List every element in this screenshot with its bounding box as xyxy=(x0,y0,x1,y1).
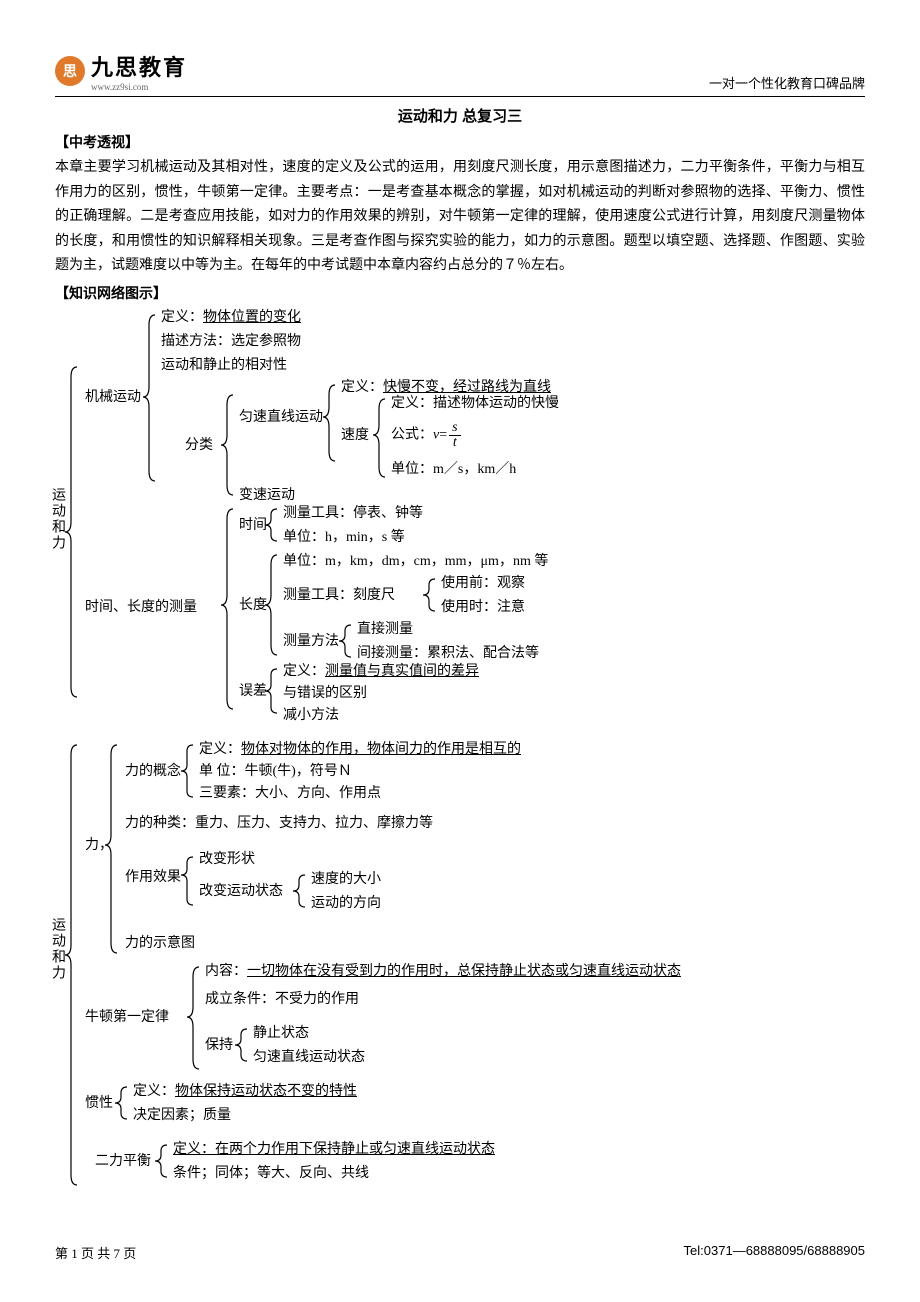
length-label: 长度 xyxy=(239,595,267,616)
mech-rel: 运动和静止的相对性 xyxy=(161,355,287,376)
time-tool: 测量工具：停表、钟等 xyxy=(283,503,423,524)
force-shape: 改变形状 xyxy=(199,849,255,870)
balance: 二力平衡 xyxy=(95,1151,151,1172)
inertia-factor: 决定因素；质量 xyxy=(133,1105,231,1126)
length-direct: 直接测量 xyxy=(357,619,413,640)
time-length: 时间、长度的测量 xyxy=(85,597,197,618)
inertia-def: 定义：物体保持运动状态不变的特性 xyxy=(133,1081,357,1102)
uniform-motion: 匀速直线运动 xyxy=(239,407,323,428)
document-title: 运动和力 总复习三 xyxy=(55,105,865,126)
force-def: 定义：物体对物体的作用，物体间力的作用是相互的 xyxy=(199,739,521,760)
header-tagline: 一对一个性化教育口碑品牌 xyxy=(709,73,865,92)
length-during: 使用时：注意 xyxy=(441,597,525,618)
logo-main: 九思教育 xyxy=(91,50,187,82)
force-dir: 运动的方向 xyxy=(311,893,381,914)
logo-sub: www.zz9si.com xyxy=(91,82,187,92)
speed-formula: 公式：v=st xyxy=(391,421,463,450)
length-unit: 单位：m，km，dm，cm，mm，μm，nm 等 xyxy=(283,551,548,572)
newton-keep: 保持 xyxy=(205,1035,233,1056)
force-speed: 速度的大小 xyxy=(311,869,381,890)
balance-def: 定义：在两个力作用下保持静止或匀速直线运动状态 xyxy=(173,1139,495,1160)
error-reduce: 减小方法 xyxy=(283,705,339,726)
force-effect: 作用效果 xyxy=(125,867,181,888)
section-2-label: 【知识网络图示】 xyxy=(55,283,865,303)
time-label: 时间 xyxy=(239,515,267,536)
force-diagram: 力的示意图 xyxy=(125,933,195,954)
newton-cond: 成立条件：不受力的作用 xyxy=(205,989,359,1010)
logo-text: 九思教育 www.zz9si.com xyxy=(91,50,187,92)
force-3e: 三要素：大小、方向、作用点 xyxy=(199,783,381,804)
balance-cond: 条件；同体；等大、反向、共线 xyxy=(173,1163,369,1184)
newton-content: 内容：一切物体在没有受到力的作用时，总保持静止状态或匀速直线运动状态 xyxy=(205,961,681,982)
force-state: 改变运动状态 xyxy=(199,881,283,902)
classify: 分类 xyxy=(185,435,213,456)
root1-label: 运动和力 xyxy=(47,487,68,551)
page-number: 第 1 页 共 7 页 xyxy=(55,1243,136,1262)
inertia: 惯性 xyxy=(85,1093,113,1114)
newton-uniform: 匀速直线运动状态 xyxy=(253,1047,365,1068)
error-def: 定义：测量值与真实值间的差异 xyxy=(283,661,479,682)
length-tool: 测量工具：刻度尺 xyxy=(283,585,395,606)
time-unit: 单位：h，min，s 等 xyxy=(283,527,405,548)
speed-def: 定义：描述物体运动的快慢 xyxy=(391,393,559,414)
section-1-body: 本章主要学习机械运动及其相对性，速度的定义及公式的运用，用刻度尺测长度，用示意图… xyxy=(55,156,865,279)
force-concept: 力的概念 xyxy=(125,761,181,782)
mech-desc: 描述方法：选定参照物 xyxy=(161,331,301,352)
mech-def: 定义：物体位置的变化 xyxy=(161,307,301,328)
speed: 速度 xyxy=(341,425,369,446)
logo-icon: 思 xyxy=(55,56,85,86)
force-types: 力的种类：重力、压力、支持力、拉力、摩擦力等 xyxy=(125,813,433,834)
length-before: 使用前：观察 xyxy=(441,573,525,594)
section-1-label: 【中考透视】 xyxy=(55,132,865,152)
logo-block: 思 九思教育 www.zz9si.com xyxy=(55,50,187,92)
newton-still: 静止状态 xyxy=(253,1023,309,1044)
force-label: 力， xyxy=(85,835,113,856)
error-diff: 与错误的区别 xyxy=(283,683,367,704)
footer-tel: Tel:0371—68888095/68888905 xyxy=(684,1243,865,1262)
mech-motion: 机械运动 xyxy=(85,387,141,408)
page-header: 思 九思教育 www.zz9si.com 一对一个性化教育口碑品牌 xyxy=(55,50,865,97)
knowledge-tree: 运动和力 运动和力 机械运动 定义：物体位置的变化 描述方法：选定参照物 运动和… xyxy=(55,307,865,1227)
length-method: 测量方法 xyxy=(283,631,339,652)
root2-label: 运动和力 xyxy=(47,917,68,981)
page-footer: 第 1 页 共 7 页 Tel:0371—68888095/68888905 xyxy=(55,1243,865,1262)
newton-law: 牛顿第一定律 xyxy=(85,1007,169,1028)
speed-unit: 单位：m／s，km／h xyxy=(391,459,516,480)
error-label: 误差 xyxy=(239,681,267,702)
force-unit: 单 位：牛顿(牛)，符号Ｎ xyxy=(199,761,352,782)
